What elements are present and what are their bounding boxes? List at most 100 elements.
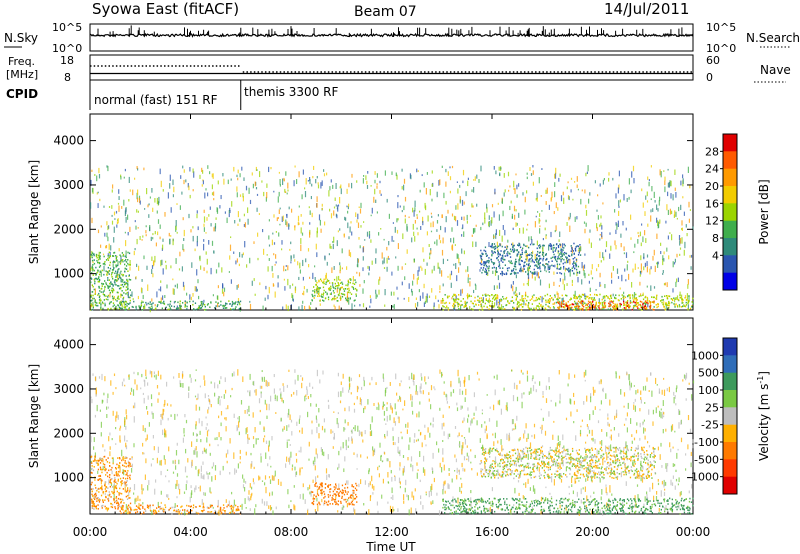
range-gate-cell: [356, 219, 358, 223]
y-tick-label: 2000: [53, 222, 84, 236]
range-gate-cell: [353, 507, 355, 512]
range-gate-cell: [463, 417, 465, 422]
range-gate-cell: [268, 258, 270, 261]
range-gate-cell: [302, 493, 304, 500]
range-gate-cell: [557, 306, 559, 309]
range-gate-cell: [515, 261, 518, 263]
range-gate-cell: [673, 303, 675, 305]
range-gate-cell: [631, 301, 633, 304]
range-gate-cell: [533, 294, 535, 296]
range-gate-cell: [387, 255, 389, 259]
range-gate-cell: [297, 215, 300, 222]
range-gate-cell: [386, 458, 388, 462]
range-gate-cell: [129, 264, 131, 266]
range-gate-cell: [197, 470, 199, 477]
range-gate-cell: [297, 374, 299, 381]
range-gate-cell: [539, 244, 541, 246]
range-gate-cell: [107, 294, 109, 297]
range-gate-cell: [229, 303, 231, 305]
range-gate-cell: [612, 293, 614, 297]
range-gate-cell: [553, 307, 555, 309]
range-gate-cell: [368, 468, 370, 472]
range-gate-cell: [97, 254, 100, 257]
range-gate-cell: [521, 401, 523, 409]
range-gate-cell: [287, 189, 289, 192]
range-gate-cell: [454, 301, 456, 304]
range-gate-cell: [688, 295, 690, 297]
range-gate-cell: [476, 420, 478, 426]
range-gate-cell: [467, 177, 469, 180]
range-gate-cell: [636, 422, 638, 426]
range-gate-cell: [450, 238, 452, 243]
range-gate-cell: [182, 217, 184, 221]
range-gate-cell: [429, 256, 431, 260]
range-gate-cell: [458, 257, 460, 264]
range-gate-cell: [519, 437, 521, 441]
range-gate-cell: [249, 303, 252, 310]
range-gate-cell: [605, 295, 608, 297]
range-gate-cell: [539, 245, 542, 248]
range-gate-cell: [377, 466, 379, 471]
range-gate-cell: [557, 301, 559, 303]
range-gate-cell: [455, 263, 457, 270]
range-gate-cell: [288, 457, 290, 463]
range-gate-cell: [98, 302, 100, 304]
range-gate-cell: [576, 296, 578, 298]
range-gate-cell: [556, 291, 558, 295]
range-gate-cell: [285, 265, 287, 267]
range-gate-cell: [152, 237, 154, 240]
range-gate-cell: [493, 404, 495, 411]
range-gate-cell: [116, 279, 118, 282]
range-gate-cell: [584, 302, 586, 305]
range-gate-cell: [535, 264, 537, 266]
range-gate-cell: [397, 218, 399, 221]
range-gate-cell: [618, 299, 620, 302]
range-gate-cell: [496, 271, 498, 273]
range-gate-cell: [112, 271, 114, 274]
range-gate-cell: [664, 507, 666, 512]
range-gate-cell: [562, 249, 564, 251]
range-gate-cell: [195, 421, 197, 426]
range-gate-cell: [554, 296, 556, 298]
range-gate-cell: [588, 297, 590, 300]
range-gate-cell: [302, 300, 304, 304]
range-gate-cell: [211, 173, 213, 178]
range-gate-cell: [322, 281, 324, 284]
range-gate-cell: [638, 235, 640, 238]
range-gate-cell: [488, 508, 490, 513]
range-gate-cell: [500, 408, 502, 415]
range-gate-cell: [483, 264, 485, 266]
range-gate-cell: [285, 191, 287, 193]
range-gate-cell: [252, 478, 254, 483]
range-gate-cell: [475, 224, 477, 227]
range-gate-cell: [446, 394, 448, 401]
range-gate-cell: [298, 205, 300, 208]
range-gate-cell: [389, 414, 391, 421]
range-gate-cell: [456, 301, 458, 304]
range-gate-cell: [376, 211, 378, 214]
range-gate-cell: [378, 404, 380, 411]
range-gate-cell: [137, 167, 139, 171]
range-gate-cell: [148, 306, 150, 309]
range-gate-cell: [602, 296, 604, 300]
range-gate-cell: [555, 202, 557, 209]
range-gate-cell: [128, 264, 130, 266]
range-gate-cell: [319, 300, 321, 302]
range-gate-cell: [121, 307, 124, 310]
range-gate-cell: [394, 475, 396, 477]
range-gate-cell: [165, 260, 167, 263]
range-gate-cell: [618, 184, 620, 190]
range-gate-cell: [108, 273, 110, 275]
range-gate-cell: [182, 437, 184, 443]
range-gate-cell: [586, 171, 588, 174]
range-gate-cell: [526, 176, 528, 180]
range-gate-cell: [375, 289, 377, 294]
range-gate-cell: [316, 231, 318, 238]
range-gate-cell: [653, 306, 655, 308]
range-gate-cell: [222, 283, 224, 289]
range-gate-cell: [582, 303, 584, 306]
range-gate-cell: [657, 220, 659, 226]
range-gate-cell: [481, 299, 484, 302]
range-gate-cell: [427, 215, 429, 222]
range-gate-cell: [236, 186, 238, 192]
